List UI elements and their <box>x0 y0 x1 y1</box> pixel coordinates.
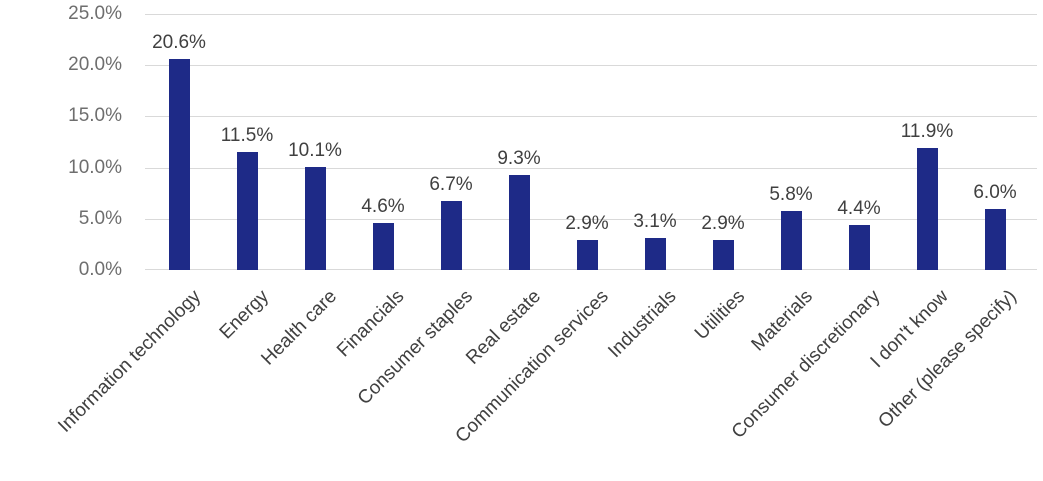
plot-area: 20.6% 11.5% 10.1% 4.6% 6.7% 9.3% 2.9% 3.1% 2.9% 5… <box>145 14 1037 270</box>
y-tick-label: 0.0% <box>78 259 122 280</box>
bar-3 <box>372 222 394 270</box>
bar-8 <box>712 240 734 270</box>
value-label-10: 4.4% <box>837 197 881 219</box>
bar-2 <box>304 166 326 270</box>
x-tick-label-7: Industrials <box>604 286 681 363</box>
y-tick-label: 20.0% <box>68 54 122 76</box>
bar-4 <box>440 201 462 270</box>
value-label-7: 3.1% <box>633 211 677 233</box>
bar-0 <box>168 59 190 270</box>
y-tick-label: 10.0% <box>68 156 122 178</box>
bar-5 <box>508 174 530 270</box>
x-tick-label-11: I don't know <box>866 286 953 373</box>
value-label-3: 4.6% <box>361 195 405 217</box>
gridline-20 <box>145 65 1037 67</box>
value-label-8: 2.9% <box>701 213 745 235</box>
bar-11 <box>916 148 938 270</box>
value-label-6: 2.9% <box>565 213 609 235</box>
gridline-15 <box>145 116 1037 118</box>
x-tick-label-1: Energy <box>215 286 273 344</box>
bar-6 <box>576 240 598 270</box>
gridline-10 <box>145 167 1037 169</box>
x-tick-label-10: Consumer discretionary <box>728 286 885 443</box>
x-tick-label-5: Real estate <box>462 286 545 369</box>
x-tick-label-6: Communication services <box>451 286 613 448</box>
value-label-11: 11.9% <box>900 121 954 143</box>
value-label-5: 9.3% <box>497 147 541 169</box>
gridline-25 <box>145 14 1037 15</box>
y-tick-label: 15.0% <box>68 105 122 127</box>
y-tick-label: 25.0% <box>68 3 122 24</box>
bar-1 <box>236 152 258 270</box>
value-label-0: 20.6% <box>152 32 206 54</box>
value-label-12: 6.0% <box>973 181 1017 203</box>
bar-9 <box>780 210 802 270</box>
bar-12 <box>984 208 1006 270</box>
gridline-5 <box>145 218 1037 220</box>
x-tick-label-0: Information technology <box>54 286 205 437</box>
value-label-1: 11.5% <box>220 125 274 147</box>
x-tick-label-3: Financials <box>333 286 409 362</box>
x-tick-label-4: Consumer staples <box>353 286 477 410</box>
bar-10 <box>848 224 870 270</box>
x-tick-label-2: Health care <box>257 286 341 370</box>
y-tick-label: 5.0% <box>78 207 122 229</box>
x-tick-label-12: Other (please specify) <box>874 286 1021 433</box>
bar-7 <box>644 238 666 270</box>
x-tick-label-8: Utilities <box>690 286 749 345</box>
value-label-9: 5.8% <box>769 183 813 205</box>
value-label-4: 6.7% <box>429 174 473 196</box>
value-label-2: 10.1% <box>288 139 342 161</box>
x-tick-label-9: Materials <box>747 286 817 356</box>
